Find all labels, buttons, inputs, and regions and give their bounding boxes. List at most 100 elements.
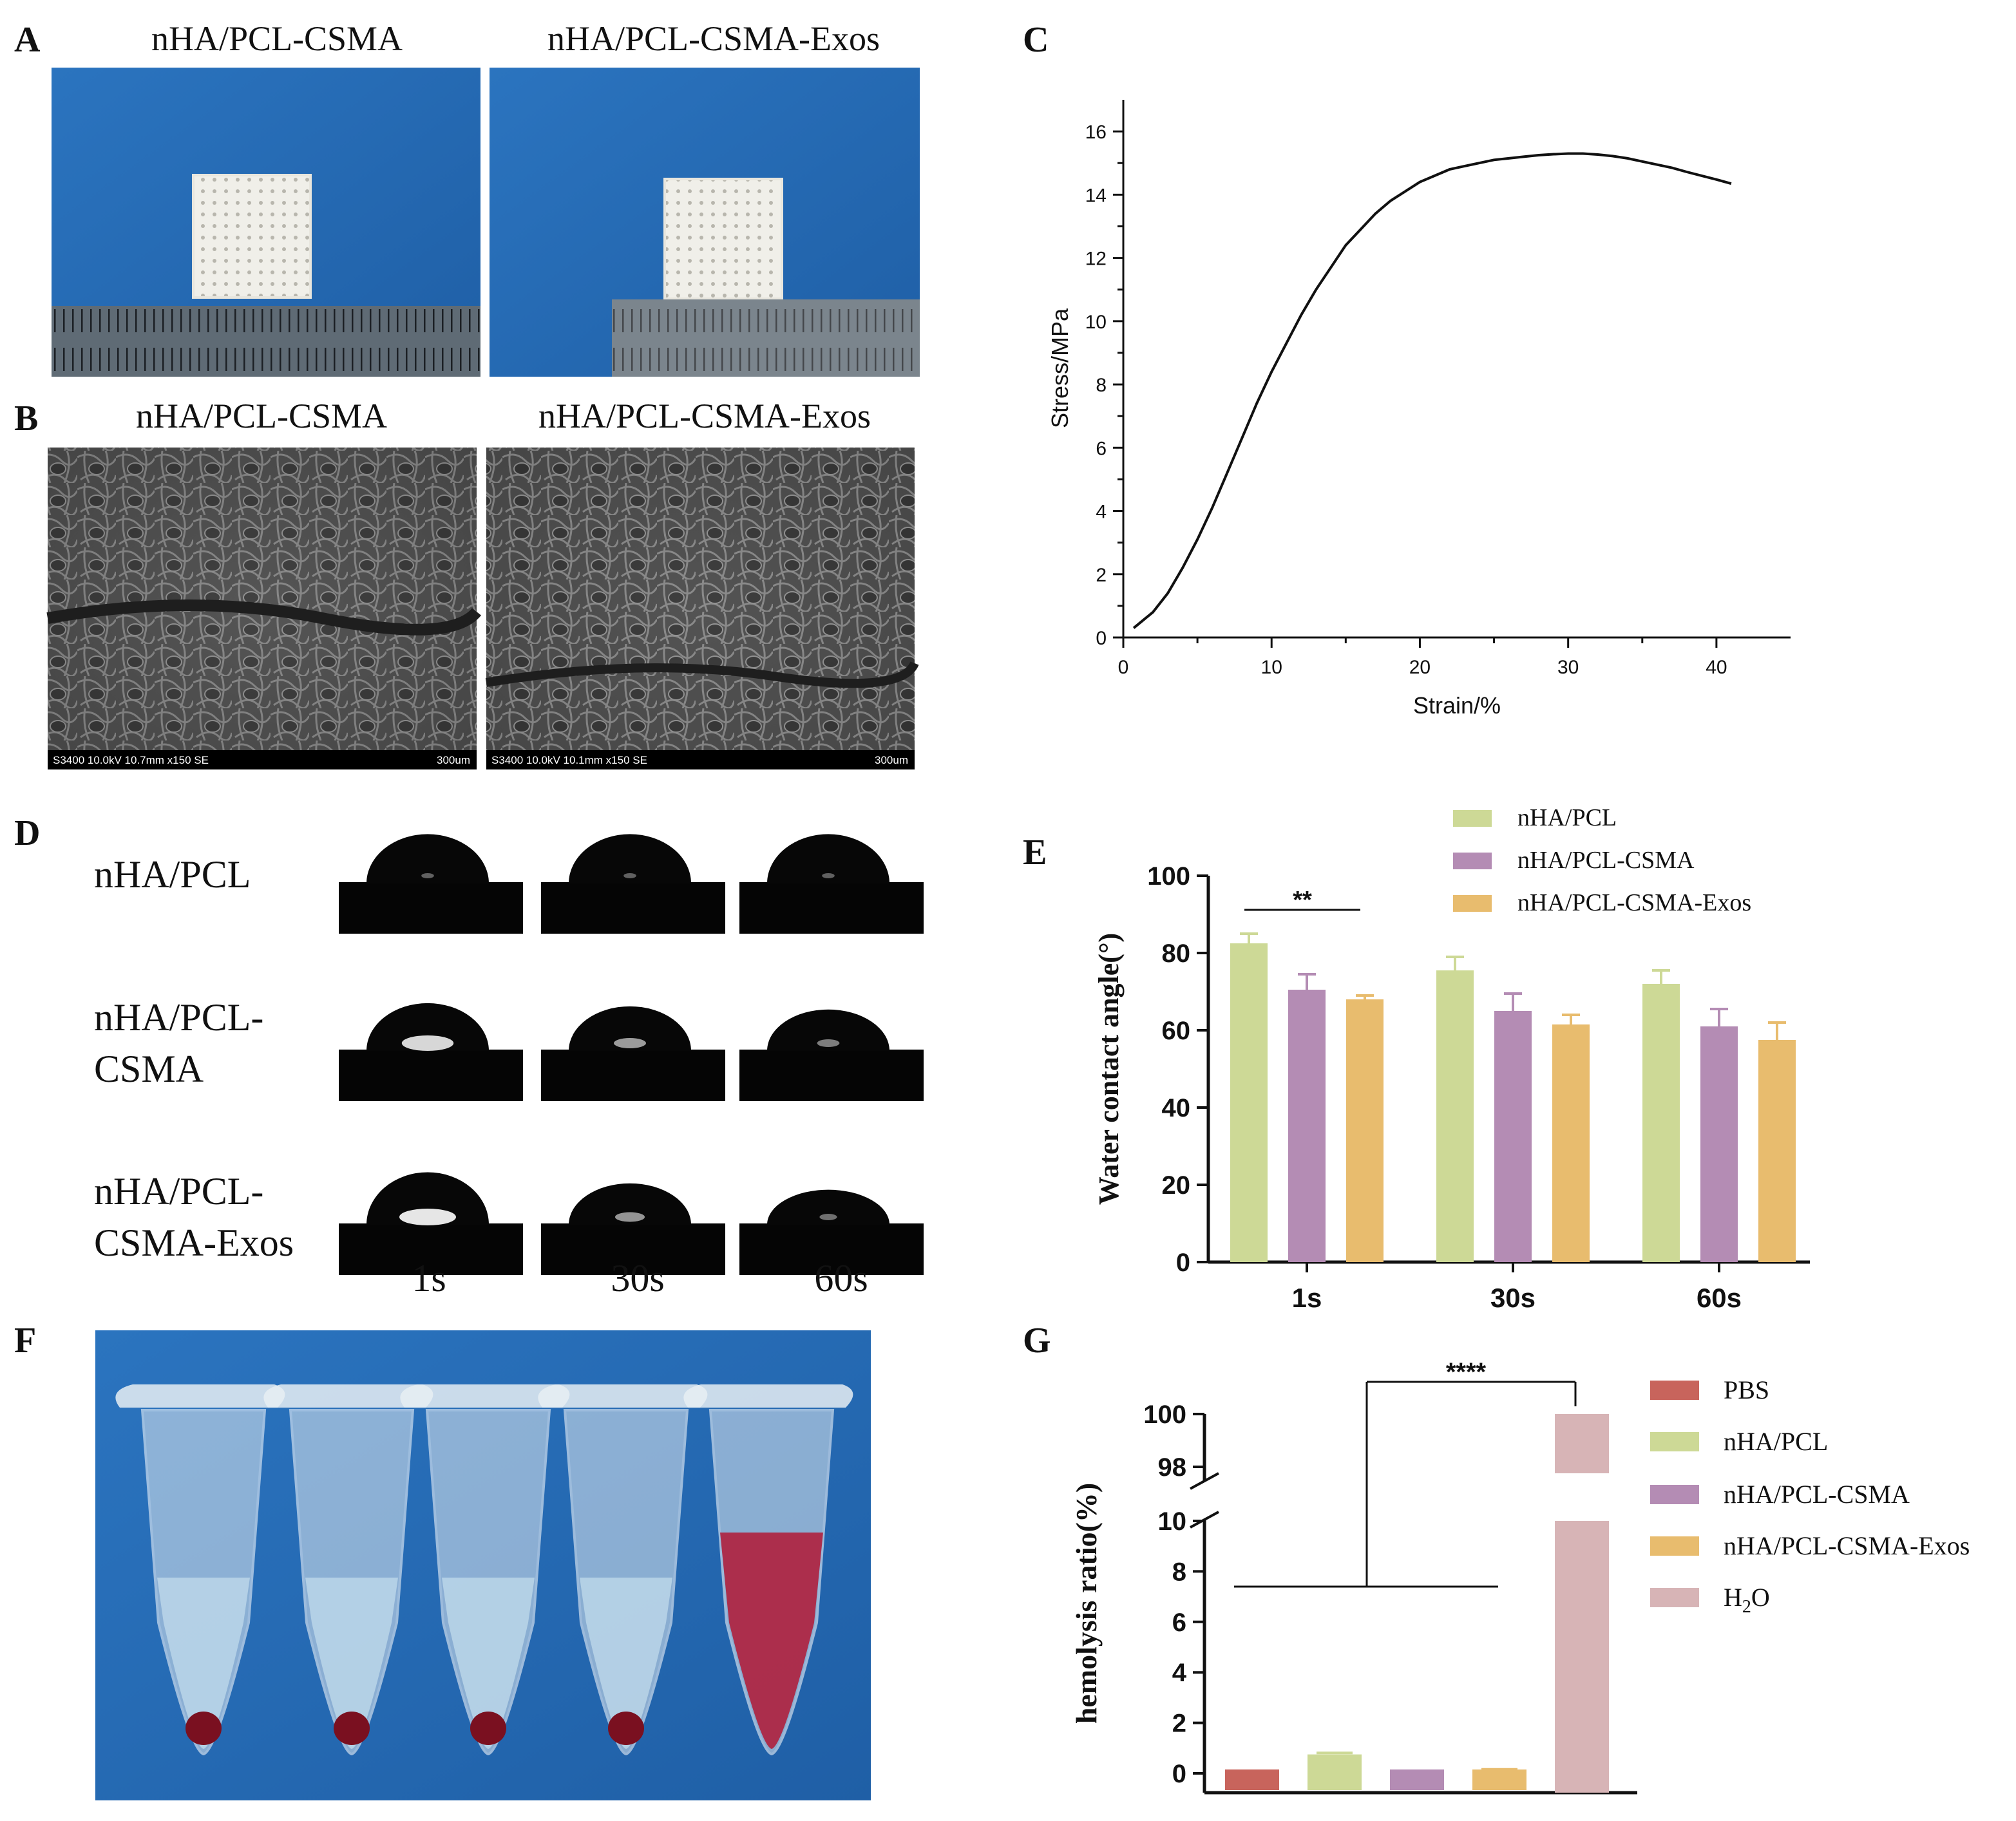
panel-a-title-left: nHA/PCL-CSMA [151, 19, 403, 58]
droplet-substrate [541, 882, 725, 934]
panel-c-letter: C [1023, 20, 1049, 60]
g-axis-break-mark-1 [1190, 1472, 1219, 1490]
c-y-tick-label: 2 [1096, 565, 1107, 586]
c-y-tick-label: 12 [1085, 249, 1107, 270]
e-legend-swatch-2 [1453, 853, 1492, 869]
droplet [569, 834, 691, 883]
e-bar [1346, 999, 1384, 1262]
droplet [569, 1006, 691, 1051]
g-significance-label: **** [1446, 1358, 1487, 1386]
g-legend-label-pbs: PBS [1724, 1375, 1769, 1404]
panel-d-letter: D [14, 813, 40, 853]
stress-strain-chart: 0 10 20 30 40 0 2 4 6 8 10 12 14 16 Strain/% Stress/… [1047, 100, 1791, 719]
d-col-label-1s: 1s [412, 1257, 446, 1299]
c-y-tick-label: 10 [1085, 312, 1107, 333]
panel-a: A nHA/PCL-CSMA nHA/PCL-CSMA-Exos [14, 19, 920, 377]
e-y-tick-label: 20 [1162, 1171, 1191, 1200]
g-y-tick-label: 2 [1172, 1710, 1186, 1738]
droplet-substrate [739, 1050, 924, 1101]
g-y-tick-label: 8 [1172, 1558, 1186, 1586]
tube-clear-fluid [580, 1578, 672, 1749]
tube-cap [538, 1384, 708, 1408]
e-legend-swatch-3 [1453, 895, 1492, 912]
e-x-tick-label: 1s [1292, 1283, 1322, 1313]
g-legend-label-nha-pcl: nHA/PCL [1724, 1427, 1828, 1456]
g-legend-swatch-csma [1650, 1485, 1699, 1504]
droplet-substrate [541, 1050, 725, 1101]
c-x-label: Strain/% [1413, 692, 1501, 719]
g-y-tick-label: 10 [1158, 1507, 1187, 1536]
g-legend-sub2: 2 [1742, 1597, 1751, 1617]
c-y-tick-label: 8 [1096, 375, 1107, 396]
g-y-label: hemolysis ratio(%) [1070, 1483, 1103, 1724]
e-bar [1288, 990, 1326, 1262]
droplet-highlight [421, 873, 434, 878]
panel-b-title-right: nHA/PCL-CSMA-Exos [538, 397, 871, 435]
g-legend-h: H [1724, 1583, 1742, 1612]
g-bar [1308, 1754, 1362, 1790]
c-y-tick-label: 14 [1085, 185, 1107, 206]
g-y-tick-label: 0 [1172, 1760, 1186, 1788]
panel-b: B nHA/PCL-CSMA nHA/PCL-CSMA-Exos S3400 1… [14, 397, 919, 769]
droplet-highlight [401, 1035, 454, 1051]
sem-info-right: S3400 10.0kV 10.1mm x150 SE [491, 754, 647, 766]
e-y-tick-label: 100 [1147, 862, 1190, 891]
e-significance-label: ** [1293, 887, 1312, 914]
stress-strain-curve [1132, 152, 1732, 629]
c-y-label: Stress/MPa [1047, 308, 1073, 428]
g-bar-lower [1555, 1521, 1609, 1793]
e-x-tick-label: 60s [1697, 1283, 1742, 1313]
droplet [767, 834, 889, 883]
g-legend-swatch-h2o [1650, 1588, 1699, 1607]
droplet [366, 1172, 489, 1225]
droplet-highlight [614, 1038, 646, 1048]
g-bar [1472, 1769, 1526, 1790]
d-row-label-1: nHA/PCL [94, 853, 251, 896]
d-row-label-2a: nHA/PCL- [94, 996, 263, 1039]
g-legend-label-csma: nHA/PCL-CSMA [1724, 1480, 1910, 1509]
e-bar [1758, 1040, 1796, 1262]
sem-image-csma-exos: S3400 10.0kV 10.1mm x150 SE 300um [485, 448, 919, 769]
tube-clear-fluid [157, 1578, 250, 1749]
panel-b-title-left: nHA/PCL-CSMA [136, 397, 387, 435]
droplet-substrate [339, 1050, 523, 1101]
g-y-tick-label-upper: 100 [1143, 1401, 1186, 1429]
tube-rbc-pellet [470, 1712, 506, 1745]
sem-scale-right: 300um [875, 754, 908, 766]
g-legend-swatch-csma-exos [1650, 1536, 1699, 1556]
e-bar [1494, 1011, 1532, 1262]
tube-rbc-pellet [334, 1712, 370, 1745]
tubes [115, 1384, 853, 1756]
e-y-label: Water contact angle(°) [1093, 933, 1125, 1205]
e-legend-swatch-1 [1453, 810, 1492, 827]
d-row-label-3a: nHA/PCL- [94, 1170, 263, 1212]
droplet [569, 1183, 691, 1225]
g-y-tick-label-upper: 98 [1158, 1453, 1187, 1482]
sem-scale-left: 300um [437, 754, 470, 766]
g-legend-label-csma-exos: nHA/PCL-CSMA-Exos [1724, 1531, 1970, 1560]
tube-cap [115, 1384, 285, 1408]
droplet-substrate [339, 882, 523, 934]
tube-cap [263, 1384, 433, 1408]
d-row-label-3b: CSMA-Exos [94, 1222, 294, 1264]
droplet-substrate [541, 1223, 725, 1275]
c-y-tick-label: 0 [1096, 628, 1107, 649]
g-bar [1225, 1769, 1279, 1790]
e-y-tick-label: 0 [1176, 1249, 1190, 1277]
e-y-tick-label: 60 [1162, 1017, 1191, 1045]
tube-clear-fluid [442, 1578, 535, 1749]
hemolysis-chart: 0 2 4 6 8 10 98 100 **** hemolysis ratio(%) [1070, 1358, 1637, 1795]
g-legend-swatch-pbs [1650, 1381, 1699, 1400]
c-y-tick-label: 16 [1085, 122, 1107, 143]
g-legend: PBS nHA/PCL nHA/PCL-CSMA nHA/PCL-CSMA-Ex… [1650, 1375, 1970, 1617]
panel-e-letter: E [1023, 833, 1047, 873]
e-bar [1230, 943, 1268, 1262]
d-col-label-60s: 60s [814, 1257, 868, 1299]
panel-d: D nHA/PCL nHA/PCL- CSMA nHA/PCL- CSMA-Ex… [14, 813, 924, 1299]
droplet-highlight [817, 1039, 840, 1047]
g-legend-label-h2o: H2O [1724, 1583, 1770, 1617]
sem-info-left: S3400 10.0kV 10.7mm x150 SE [53, 754, 209, 766]
tube-cap [683, 1384, 853, 1408]
g-y-tick-label: 6 [1172, 1609, 1186, 1637]
